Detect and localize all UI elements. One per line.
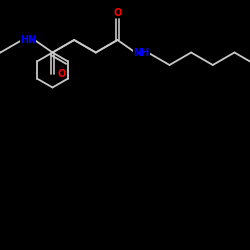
Text: O: O xyxy=(113,8,122,18)
Text: HN: HN xyxy=(20,35,36,45)
Text: O: O xyxy=(57,69,66,79)
Text: NH: NH xyxy=(134,48,150,58)
